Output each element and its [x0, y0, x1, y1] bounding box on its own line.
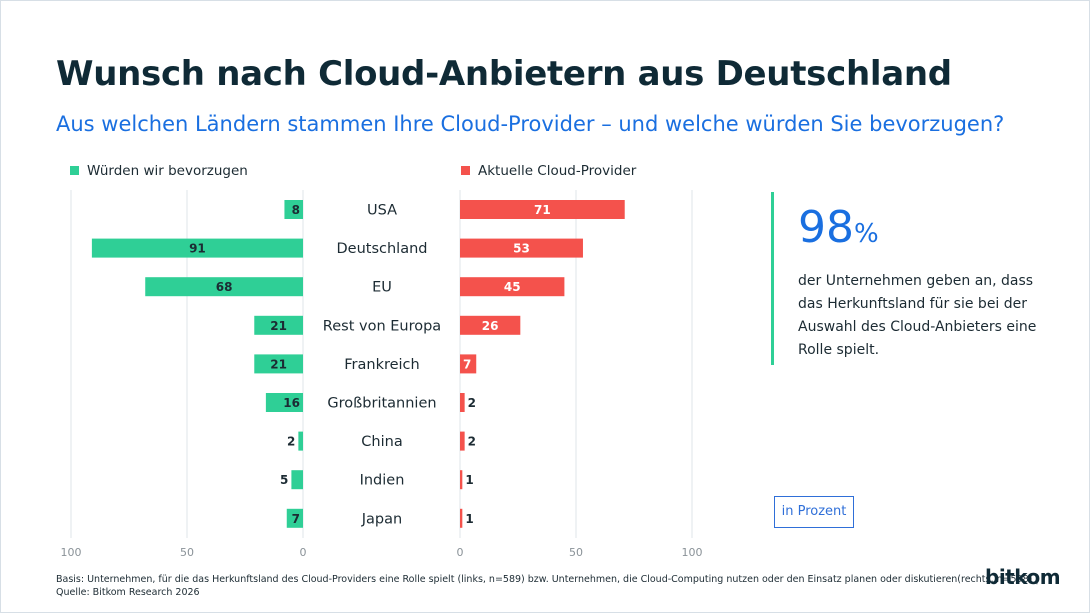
- category-label: Indien: [360, 473, 405, 489]
- bar-label-current: 45: [504, 280, 521, 294]
- bar-label-current: 2: [468, 435, 476, 449]
- bar-label-preferred: 7: [292, 512, 300, 526]
- bar-preferred: [91, 238, 303, 258]
- bar-current: [460, 354, 477, 374]
- bar-current: [460, 315, 521, 335]
- callout-unit: %: [854, 219, 879, 249]
- category-label: Deutschland: [337, 241, 428, 257]
- legend-label-preferred: Würden wir bevorzugen: [87, 163, 248, 179]
- callout-number: 98: [798, 202, 854, 253]
- bar-current: [460, 431, 465, 451]
- footnote-source: Quelle: Bitkom Research 2026: [56, 587, 200, 598]
- callout-text: der Unternehmen geben an, dass das Herku…: [798, 273, 1037, 358]
- callout-box: 98% der Unternehmen geben an, dass das H…: [771, 192, 1044, 365]
- category-label: Japan: [361, 511, 402, 527]
- bar-current: [460, 508, 463, 528]
- bar-label-current: 53: [513, 242, 530, 256]
- bar-label-current: 7: [463, 357, 471, 371]
- bar-label-preferred: 21: [270, 319, 287, 333]
- legend-swatch-preferred: [70, 166, 79, 175]
- legend-item-current: Aktuelle Cloud-Provider: [461, 163, 636, 179]
- category-label: EU: [372, 280, 392, 296]
- footnote: Basis: Unternehmen, für die das Herkunft…: [56, 573, 1039, 599]
- chart-subtitle: Aus welchen Ländern stammen Ihre Cloud-P…: [56, 112, 1005, 136]
- bar-preferred: [284, 200, 303, 219]
- callout-value: 98%: [798, 202, 879, 253]
- bar-current: [460, 470, 463, 490]
- bar-label-preferred: 5: [280, 473, 288, 487]
- bar-current: [460, 238, 583, 258]
- left-axis-tick-0: 100: [61, 546, 82, 559]
- left-axis-tick-2: 0: [300, 546, 307, 559]
- bar-preferred: [298, 431, 303, 451]
- chart-title: Wunsch nach Cloud-Anbietern aus Deutschl…: [56, 54, 952, 94]
- bar-label-preferred: 91: [189, 242, 206, 256]
- category-label: Frankreich: [344, 357, 419, 373]
- bar-label-current: 71: [534, 203, 551, 217]
- bar-label-current: 1: [465, 473, 473, 487]
- bar-label-current: 26: [482, 319, 499, 333]
- right-axis-tick-2: 100: [682, 546, 703, 559]
- bar-preferred: [254, 315, 303, 335]
- bar-preferred: [291, 470, 303, 490]
- legend-label-current: Aktuelle Cloud-Provider: [478, 163, 637, 179]
- bar-current: [460, 393, 465, 412]
- bar-preferred: [254, 354, 303, 374]
- bar-current: [460, 200, 625, 219]
- category-label: Großbritannien: [327, 396, 436, 412]
- category-label: USA: [367, 203, 397, 219]
- bar-label-current: 2: [468, 396, 476, 410]
- bar-preferred: [265, 393, 303, 412]
- bar-label-preferred: 2: [287, 435, 295, 449]
- bar-label-preferred: 21: [270, 357, 287, 371]
- bar-current: [460, 277, 565, 297]
- legend-swatch-current: [461, 166, 470, 175]
- bar-label-preferred: 68: [216, 280, 233, 294]
- bar-label-preferred: 8: [292, 203, 300, 217]
- bar-preferred: [286, 508, 303, 528]
- right-axis-tick-1: 50: [569, 546, 583, 559]
- right-axis-tick-0: 0: [457, 546, 464, 559]
- bar-preferred: [145, 277, 303, 297]
- bitkom-logo: bitkom: [985, 565, 1061, 589]
- legend-item-preferred: Würden wir bevorzugen: [70, 163, 248, 179]
- category-label: Rest von Europa: [323, 318, 441, 334]
- bar-label-current: 1: [465, 512, 473, 526]
- category-label: China: [361, 434, 402, 450]
- left-axis-tick-1: 50: [180, 546, 194, 559]
- unit-label: in Prozent: [774, 496, 854, 528]
- bar-label-preferred: 16: [283, 396, 300, 410]
- footnote-basis: Basis: Unternehmen, für die das Herkunft…: [56, 574, 1039, 585]
